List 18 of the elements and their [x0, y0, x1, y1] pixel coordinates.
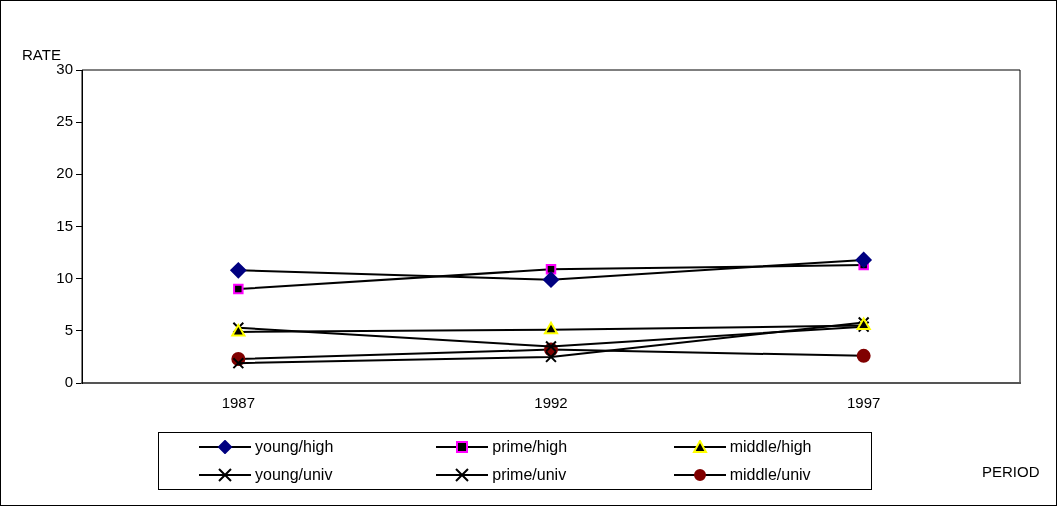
x-tick-label: 1992 — [534, 394, 568, 412]
legend-label: middle/high — [729, 438, 812, 456]
y-tick-label: 10 — [56, 268, 73, 286]
x-tick-label: 1987 — [221, 394, 256, 412]
legend-label: middle/univ — [729, 466, 811, 484]
x-tick-label: 1997 — [846, 394, 881, 412]
y-tick-label: 25 — [56, 112, 73, 130]
legend-label: young/high — [255, 438, 334, 456]
legend-label: prime/high — [492, 438, 568, 456]
y-axis-title: RATE — [22, 46, 61, 63]
y-tick-label: 30 — [56, 60, 73, 78]
y-tick-label: 15 — [56, 216, 73, 234]
y-tick-label: 5 — [64, 320, 73, 338]
y-tick-label: 20 — [56, 164, 73, 182]
legend-label: young/univ — [255, 466, 333, 484]
x-axis-title: PERIOD — [982, 463, 1040, 480]
legend-label: prime/univ — [492, 466, 567, 484]
y-tick-label: 0 — [64, 373, 73, 391]
